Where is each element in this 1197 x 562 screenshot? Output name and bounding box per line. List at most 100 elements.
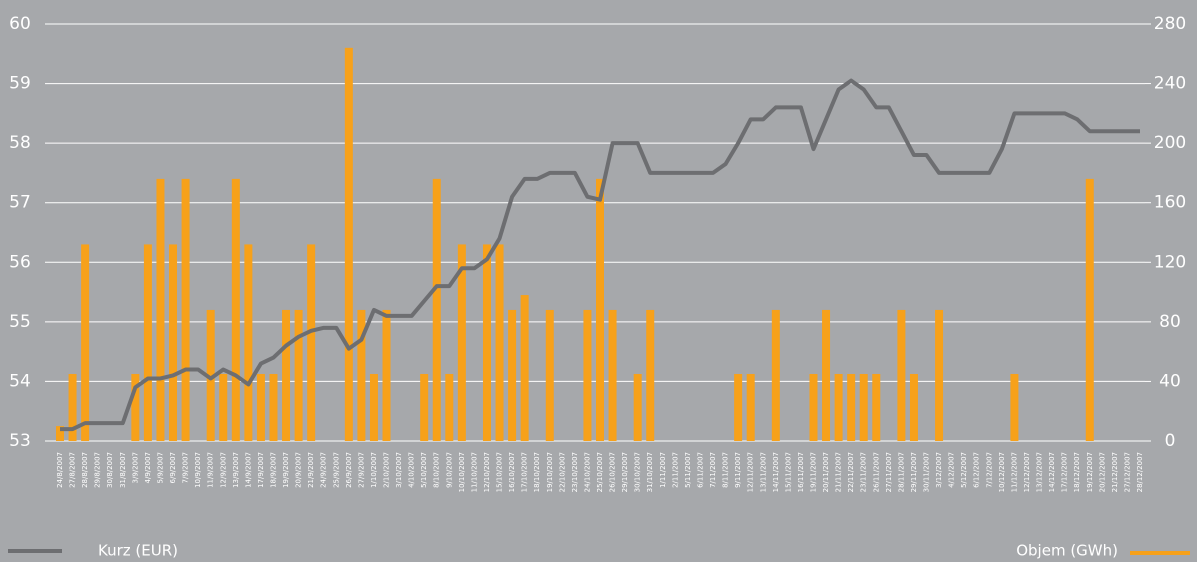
x-tick-label: 19/12/2007 [1086,452,1094,492]
bar [169,244,178,441]
x-tick-label: 27/12/2007 [1123,452,1131,492]
x-tick-label: 3/10/2007 [395,452,403,488]
bar [734,373,743,441]
x-tick-label: 24/10/2007 [583,452,591,492]
x-tick-label: 10/12/2007 [998,452,1006,492]
x-tick-label: 24/9/2007 [320,452,328,488]
x-tick-label: 12/9/2007 [219,452,227,488]
x-tick-label: 11/9/2007 [207,452,215,488]
x-tick-label: 12/10/2007 [483,452,491,492]
y2-tick-label: 200 [1154,133,1186,153]
bar [495,244,504,441]
x-tick-label: 6/9/2007 [169,452,177,483]
y2-tick-label: 240 [1154,74,1186,94]
x-tick-label: 13/12/2007 [1036,452,1044,492]
legend-label: Objem (GWh) [1016,542,1118,560]
bar [256,373,265,441]
y-tick-label: 57 [9,193,31,213]
x-tick-label: 15/11/2007 [784,452,792,492]
bar [935,309,944,441]
y2-tick-label: 120 [1154,252,1186,272]
x-tick-label: 3/9/2007 [131,452,139,483]
x-tick-label: 12/11/2007 [747,452,755,492]
x-tick-label: 10/10/2007 [458,452,466,492]
bar [156,178,165,441]
x-tick-label: 5/12/2007 [960,452,968,488]
x-tick-label: 11/12/2007 [1010,452,1018,492]
x-tick-label: 29/8/2007 [94,452,102,488]
bar [269,373,278,441]
x-tick-label: 6/11/2007 [696,452,704,488]
x-tick-label: 26/10/2007 [609,452,617,492]
x-tick-label: 14/12/2007 [1048,452,1056,492]
x-tick-label: 15/10/2007 [496,452,504,492]
x-tick-label: 30/8/2007 [106,452,114,488]
bar [206,309,215,441]
bar [633,373,642,441]
y-tick-label: 60 [9,14,31,34]
x-tick-label: 14/11/2007 [772,452,780,492]
bar [746,373,755,441]
bar [909,373,918,441]
x-tick-label: 30/11/2007 [923,452,931,492]
bar [482,244,491,441]
x-tick-label: 13/9/2007 [232,452,240,488]
x-tick-label: 25/9/2007 [332,452,340,488]
x-tick-label: 8/11/2007 [722,452,730,488]
x-tick-label: 29/11/2007 [910,452,918,492]
y2-tick-label: 40 [1159,371,1181,391]
bar [181,178,190,441]
x-tick-label: 30/10/2007 [634,452,642,492]
x-tick-label: 2/11/2007 [671,452,679,488]
bar [131,373,140,441]
bar [897,309,906,441]
x-tick-label: 5/10/2007 [420,452,428,488]
x-tick-label: 7/11/2007 [709,452,717,488]
x-tick-label: 23/10/2007 [571,452,579,492]
x-tick-label: 2/10/2007 [383,452,391,488]
x-tick-label: 4/10/2007 [408,452,416,488]
x-tick-label: 28/11/2007 [897,452,905,492]
x-tick-label: 10/9/2007 [194,452,202,488]
x-tick-label: 1/10/2007 [370,452,378,488]
x-tick-label: 17/9/2007 [257,452,265,488]
y-tick-label: 55 [9,312,31,332]
y2-tick-label: 0 [1165,431,1176,451]
x-tick-label: 4/12/2007 [948,452,956,488]
x-tick-label: 19/11/2007 [809,452,817,492]
x-tick-label: 27/8/2007 [69,452,77,488]
x-tick-label: 4/9/2007 [144,452,152,483]
bar [1010,373,1019,441]
bar [344,47,353,441]
x-tick-label: 5/9/2007 [156,452,164,483]
x-tick-label: 7/12/2007 [985,452,993,488]
bar [231,178,240,441]
bar [809,373,818,441]
bar [596,178,604,441]
x-tick-label: 21/12/2007 [1111,452,1119,492]
x-tick-label: 19/9/2007 [282,452,290,488]
x-tick-label: 9/11/2007 [734,452,742,488]
bar [1085,178,1094,441]
bar [219,373,228,441]
y-tick-label: 56 [9,252,31,272]
x-tick-label: 17/12/2007 [1061,452,1069,492]
bar [244,244,253,441]
bar [822,309,831,441]
x-tick-label: 20/11/2007 [822,452,830,492]
x-tick-label: 11/10/2007 [470,452,478,492]
x-tick-label: 31/8/2007 [119,452,127,488]
y2-tick-label: 280 [1154,14,1186,34]
x-tick-label: 1/11/2007 [659,452,667,488]
bar [369,373,378,441]
x-tick-label: 13/11/2007 [759,452,767,492]
bar [56,426,64,441]
bar [68,373,77,441]
x-tick-label: 21/9/2007 [307,452,315,488]
bar [420,373,429,441]
x-tick-label: 18/12/2007 [1073,452,1081,492]
bar [457,244,466,441]
x-tick-label: 12/12/2007 [1023,452,1031,492]
x-tick-label: 22/10/2007 [558,452,566,492]
